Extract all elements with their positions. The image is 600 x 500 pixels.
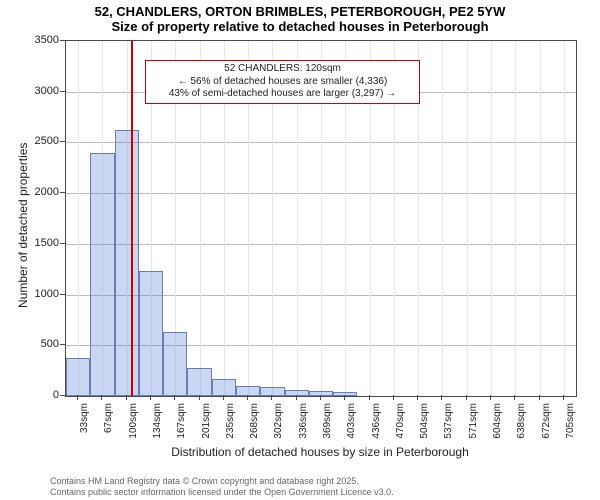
y-tick-mark [60,243,65,244]
y-tick-mark [60,141,65,142]
x-tick-mark [174,395,175,400]
x-tick-label: 705sqm [565,403,576,453]
x-tick-mark [369,395,370,400]
grid-line-v [467,41,468,396]
grid-line-v [78,41,79,396]
x-tick-mark [223,395,224,400]
x-tick-mark [539,395,540,400]
x-tick-mark [126,395,127,400]
histogram-bar [163,332,187,396]
x-tick-label: 235sqm [225,403,236,453]
y-axis-label: Number of detached properties [16,142,30,307]
x-tick-label: 403sqm [346,403,357,453]
histogram-bar [212,379,236,396]
x-tick-mark [320,395,321,400]
x-tick-label: 537sqm [443,403,454,453]
x-tick-mark [417,395,418,400]
histogram-bar [115,130,139,396]
y-tick-mark [60,91,65,92]
annotation-smaller: ← 56% of detached houses are smaller (4,… [150,76,415,89]
y-tick-mark [60,40,65,41]
y-tick-label: 1000 [0,288,59,300]
histogram-bar [90,153,114,396]
x-tick-label: 268sqm [249,403,260,453]
y-tick-mark [60,192,65,193]
x-tick-label: 100sqm [128,403,139,453]
grid-line-v [515,41,516,396]
annotation-larger: 43% of semi-detached houses are larger (… [150,88,415,101]
x-tick-label: 33sqm [79,403,90,453]
histogram-bar [187,368,211,396]
y-tick-mark [60,344,65,345]
marker-line [131,41,133,396]
x-tick-mark [271,395,272,400]
x-tick-mark [490,395,491,400]
x-tick-label: 504sqm [419,403,430,453]
x-tick-mark [563,395,564,400]
y-tick-mark [60,395,65,396]
x-tick-mark [296,395,297,400]
x-tick-label: 571sqm [468,403,479,453]
grid-line-v [540,41,541,396]
x-tick-mark [247,395,248,400]
x-tick-label: 604sqm [492,403,503,453]
x-tick-mark [101,395,102,400]
x-tick-label: 470sqm [395,403,406,453]
credit-line-1: Contains HM Land Registry data © Crown c… [50,476,359,486]
histogram-bar [236,386,260,396]
x-tick-label: 302sqm [273,403,284,453]
y-tick-label: 2500 [0,135,59,147]
x-tick-label: 638sqm [516,403,527,453]
y-tick-label: 500 [0,338,59,350]
y-tick-mark [60,294,65,295]
grid-line-v [491,41,492,396]
y-tick-label: 0 [0,389,59,401]
histogram-bar [260,387,284,396]
x-tick-mark [514,395,515,400]
title-line-1: 52, CHANDLERS, ORTON BRIMBLES, PETERBORO… [0,0,600,19]
x-tick-label: 672sqm [541,403,552,453]
x-tick-label: 436sqm [371,403,382,453]
y-tick-label: 3000 [0,85,59,97]
x-tick-label: 369sqm [322,403,333,453]
y-tick-label: 3500 [0,34,59,46]
x-tick-mark [441,395,442,400]
title-line-2: Size of property relative to detached ho… [0,19,600,34]
annotation-title: 52 CHANDLERS: 120sqm [150,63,415,76]
grid-line-v [442,41,443,396]
figure: 52, CHANDLERS, ORTON BRIMBLES, PETERBORO… [0,0,600,500]
histogram-bar [285,390,309,396]
x-tick-label: 167sqm [176,403,187,453]
histogram-bar [333,392,357,396]
x-tick-mark [344,395,345,400]
y-tick-label: 1500 [0,237,59,249]
x-tick-mark [77,395,78,400]
x-tick-label: 336sqm [298,403,309,453]
x-tick-mark [199,395,200,400]
x-tick-mark [466,395,467,400]
x-tick-mark [393,395,394,400]
x-tick-mark [150,395,151,400]
x-tick-label: 201sqm [201,403,212,453]
x-tick-label: 134sqm [152,403,163,453]
x-tick-label: 67sqm [103,403,114,453]
credit-line-2: Contains public sector information licen… [50,487,394,497]
histogram-bar [139,271,163,396]
grid-line-v [564,41,565,396]
y-tick-label: 2000 [0,186,59,198]
histogram-bar [66,358,90,396]
annotation-box: 52 CHANDLERS: 120sqm ← 56% of detached h… [145,60,420,104]
